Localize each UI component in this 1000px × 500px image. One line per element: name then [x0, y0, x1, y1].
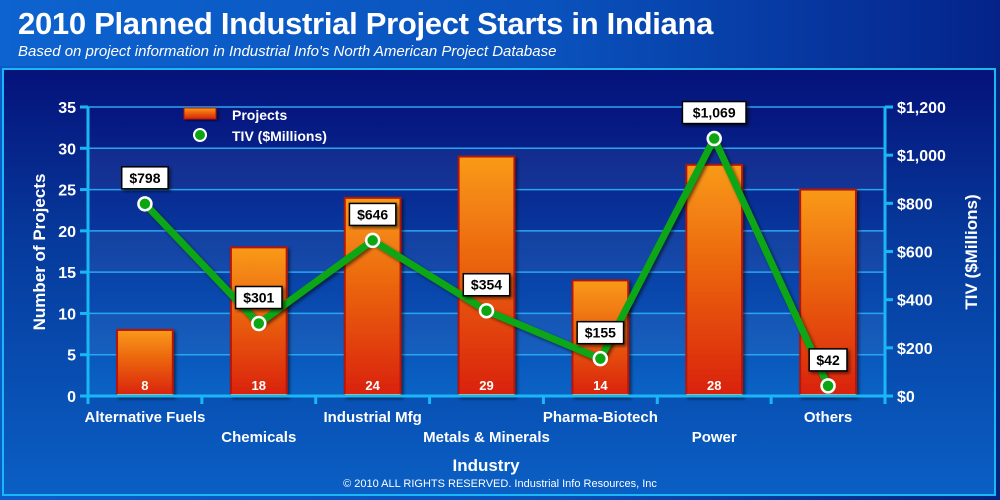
bar-value-label: 24 [365, 378, 380, 393]
tiv-label-box [681, 100, 747, 125]
bar-value-label: 8 [141, 378, 148, 393]
tiv-label: $354 [471, 277, 502, 293]
y2-tick-label: $600 [897, 245, 933, 262]
y-tick-label: 5 [67, 348, 76, 365]
tiv-label: $1,069 [693, 105, 736, 121]
y-tick-label: 30 [58, 141, 76, 158]
y-tick-label: 20 [58, 224, 76, 241]
tiv-point [592, 350, 609, 367]
tiv-label: $798 [129, 170, 160, 186]
y2-tick-label: $200 [897, 341, 933, 358]
legend-tiv-marker [193, 128, 207, 142]
legend-tiv-label: TIV ($Millions) [232, 128, 327, 144]
tiv-label-box [462, 272, 511, 297]
legend: Projects TIV ($Millions) [180, 107, 327, 144]
x-axis-title: Industry [452, 456, 520, 475]
tiv-point [706, 130, 722, 147]
y-tick-label: 25 [58, 183, 76, 200]
y2-tick-label: $1,000 [897, 148, 946, 165]
copyright-text: © 2010 ALL RIGHTS RESERVED. Industrial I… [343, 478, 657, 490]
x-tick-label: Chemicals [221, 429, 296, 446]
tiv-point [137, 196, 153, 212]
bar-value-label: 29 [479, 378, 493, 393]
tiv-point [820, 378, 836, 394]
bar-power [685, 163, 744, 397]
y-tick-label: 35 [58, 100, 76, 117]
y2-tick-label: $1,200 [897, 100, 946, 117]
tiv-point [364, 232, 381, 249]
bar-alternative-fuels [116, 328, 174, 398]
bar-value-label: 14 [593, 378, 608, 393]
tiv-label: $646 [357, 206, 388, 222]
y2-tick-label: $0 [897, 389, 915, 406]
bar-value-label: 28 [707, 378, 721, 393]
tiv-label: $155 [585, 325, 616, 341]
y-tick-label: 10 [58, 306, 76, 323]
tiv-label: $42 [816, 352, 840, 368]
y2-tick-label: $800 [897, 196, 933, 213]
chart-subtitle: Based on project information in Industri… [18, 43, 557, 60]
x-tick-label: Others [804, 409, 852, 426]
tiv-label: $301 [243, 290, 274, 306]
y-tick-label: 15 [58, 265, 76, 282]
y2-tick-label: $400 [897, 293, 933, 310]
x-tick-label: Industrial Mfg [323, 409, 421, 426]
chart-title: 2010 Planned Industrial Project Starts i… [18, 6, 714, 41]
legend-projects-swatch [183, 107, 217, 120]
y2-axis-title: TIV ($Millions) [962, 194, 981, 309]
x-tick-label: Alternative Fuels [84, 409, 205, 426]
legend-projects-label: Projects [232, 107, 287, 123]
x-tick-label: Metals & Minerals [423, 429, 550, 446]
tiv-label-box [348, 202, 397, 227]
y-axis-title: Number of Projects [30, 174, 49, 331]
tiv-point [251, 315, 267, 332]
bar-industrial-mfg [343, 196, 402, 397]
x-tick-label: Pharma-Biotech [543, 409, 658, 426]
tiv-label-box [234, 285, 283, 310]
header-banner: 2010 Planned Industrial Project Starts i… [0, 0, 1000, 66]
y-tick-label: 0 [67, 389, 76, 406]
bar-value-label: 18 [252, 378, 266, 393]
tiv-label-box [808, 348, 848, 372]
x-tick-label: Power [692, 429, 737, 446]
tiv-label-box [120, 166, 169, 190]
tiv-label-box [576, 320, 625, 345]
tiv-point [478, 302, 495, 319]
